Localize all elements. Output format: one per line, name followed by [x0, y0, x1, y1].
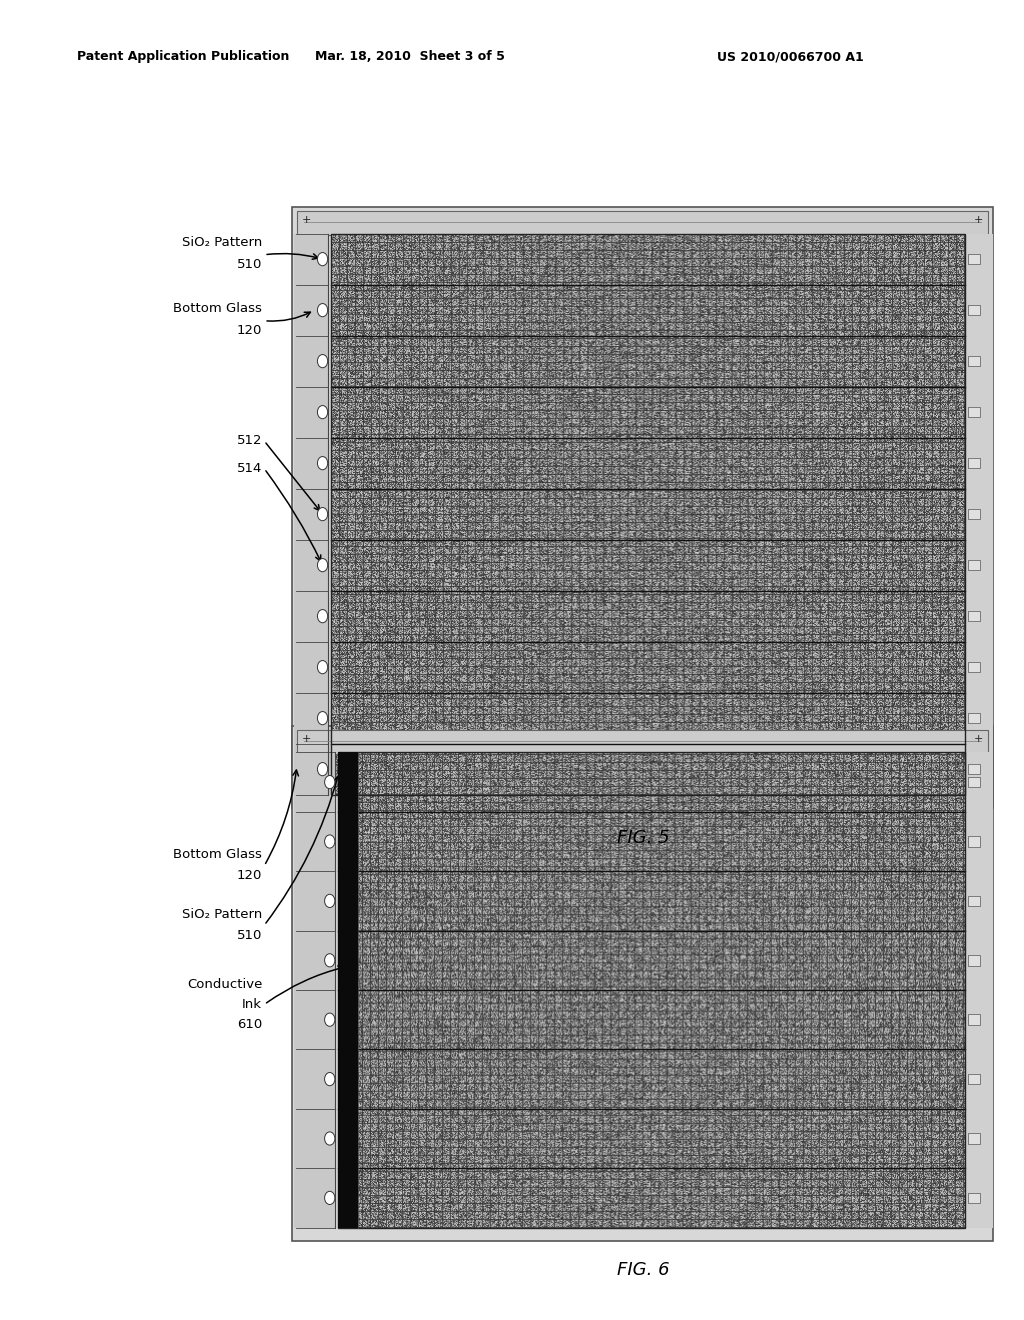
Bar	[338, 752, 358, 1228]
Text: 120: 120	[237, 869, 262, 882]
Text: FIG. 6: FIG. 6	[616, 1261, 670, 1279]
Circle shape	[317, 660, 328, 673]
Circle shape	[325, 953, 335, 968]
Text: SiO₂ Pattern: SiO₂ Pattern	[182, 236, 262, 249]
Bar	[968, 895, 980, 906]
Text: +: +	[974, 215, 983, 226]
Text: Conductive: Conductive	[186, 978, 262, 991]
Circle shape	[317, 610, 328, 623]
Bar	[968, 611, 980, 622]
Bar	[968, 560, 980, 570]
Bar	[331, 234, 965, 795]
Bar	[294, 752, 335, 1228]
Bar	[968, 956, 980, 966]
Bar	[338, 752, 965, 1228]
Bar	[968, 1074, 980, 1085]
Circle shape	[317, 558, 328, 572]
Text: Mar. 18, 2010  Sheet 3 of 5: Mar. 18, 2010 Sheet 3 of 5	[314, 50, 505, 63]
Bar	[297, 211, 988, 235]
Text: +: +	[302, 215, 311, 226]
Bar	[297, 730, 988, 754]
Circle shape	[317, 405, 328, 418]
Bar	[968, 776, 980, 787]
Bar	[965, 234, 993, 795]
Bar	[968, 1133, 980, 1143]
Circle shape	[317, 457, 328, 470]
Bar	[968, 1193, 980, 1204]
Circle shape	[317, 711, 328, 725]
Bar	[968, 713, 980, 723]
Text: +: +	[302, 734, 311, 744]
Circle shape	[325, 1014, 335, 1027]
Circle shape	[325, 1131, 335, 1144]
Text: 514: 514	[237, 462, 262, 475]
Text: SiO₂ Pattern: SiO₂ Pattern	[182, 908, 262, 921]
Text: 510: 510	[237, 929, 262, 942]
Text: +: +	[974, 734, 983, 744]
Circle shape	[317, 763, 328, 776]
Circle shape	[317, 355, 328, 368]
Text: 120: 120	[237, 323, 262, 337]
Circle shape	[325, 776, 335, 789]
Bar	[292, 726, 993, 1241]
Bar	[968, 837, 980, 847]
Bar	[968, 1014, 980, 1024]
Circle shape	[325, 1072, 335, 1085]
Text: Patent Application Publication: Patent Application Publication	[77, 50, 289, 63]
Circle shape	[325, 895, 335, 908]
Bar	[968, 661, 980, 672]
Text: Bottom Glass: Bottom Glass	[173, 847, 262, 861]
Text: FIG. 5: FIG. 5	[616, 829, 670, 847]
Bar	[292, 207, 993, 808]
Bar	[968, 407, 980, 417]
Circle shape	[325, 836, 335, 849]
Bar	[968, 508, 980, 519]
Text: 512: 512	[237, 434, 262, 447]
Bar	[968, 356, 980, 367]
Bar	[968, 764, 980, 775]
Circle shape	[325, 1191, 335, 1204]
Text: US 2010/0066700 A1: US 2010/0066700 A1	[717, 50, 863, 63]
Bar	[968, 305, 980, 315]
Bar	[968, 458, 980, 469]
Circle shape	[317, 252, 328, 265]
Bar	[965, 752, 993, 1228]
Text: Ink: Ink	[242, 998, 262, 1011]
Text: 610: 610	[237, 1018, 262, 1031]
Bar	[294, 234, 328, 795]
Text: Bottom Glass: Bottom Glass	[173, 302, 262, 315]
Circle shape	[317, 304, 328, 317]
Circle shape	[317, 507, 328, 520]
Text: 510: 510	[237, 257, 262, 271]
Bar	[968, 253, 980, 264]
